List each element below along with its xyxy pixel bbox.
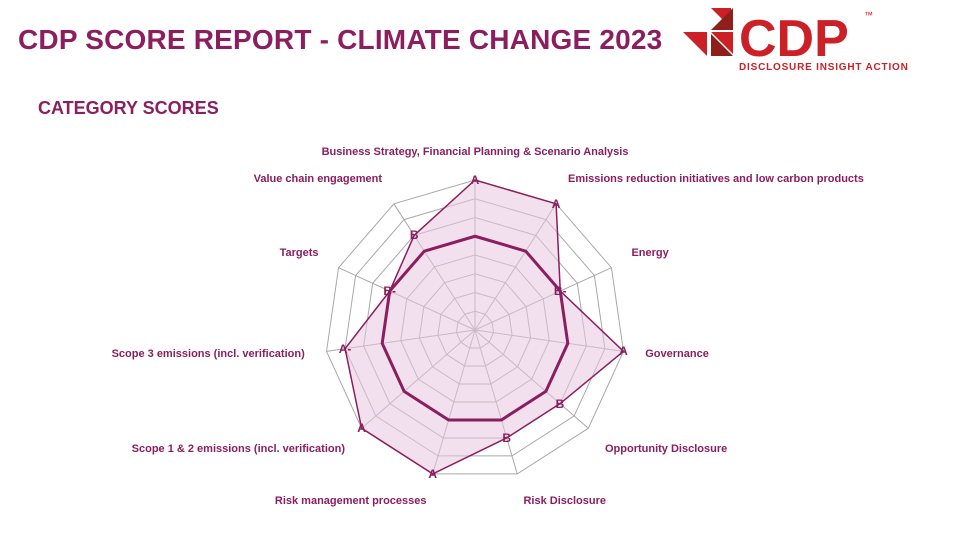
radar-axis-label: Opportunity Disclosure <box>605 443 727 455</box>
radar-score-label: B <box>556 397 565 411</box>
cdp-logo-text: CDP <box>739 10 849 68</box>
cdp-logo-tm: ™ <box>864 10 873 20</box>
radar-axis-label: Scope 3 emissions (incl. verification) <box>112 348 305 360</box>
radar-axis-label: Business Strategy, Financial Planning & … <box>322 146 629 158</box>
cdp-logo-tagline: DISCLOSURE INSIGHT ACTION <box>739 62 909 73</box>
radar-score-label: A <box>428 467 437 481</box>
radar-axis-label: Governance <box>645 348 709 360</box>
radar-axis-label: Risk Disclosure <box>523 495 606 507</box>
cdp-logo: CDP DISCLOSURE INSIGHT ACTION ™ <box>681 6 961 78</box>
radar-axis-label: Risk management processes <box>275 495 427 507</box>
radar-score-label: A- <box>339 342 352 356</box>
radar-data-polygon <box>345 180 623 474</box>
radar-score-label: B <box>502 431 511 445</box>
radar-axis-label: Targets <box>280 247 319 259</box>
section-subtitle: CATEGORY SCORES <box>38 98 219 119</box>
radar-chart: A A B- A B B A A A- B- B Business Strategy, Financi… <box>75 130 875 530</box>
radar-axis-label: Scope 1 & 2 emissions (incl. verificatio… <box>132 443 345 455</box>
cdp-logo-triangles <box>683 8 733 56</box>
radar-chart-svg <box>75 130 875 530</box>
page-title: CDP SCORE REPORT - CLIMATE CHANGE 2023 <box>18 24 662 56</box>
radar-score-label: A <box>619 344 628 358</box>
radar-score-label: A <box>357 421 366 435</box>
radar-score-label: B- <box>383 284 396 298</box>
radar-axis-label: Energy <box>631 247 668 259</box>
radar-score-label: B <box>410 228 419 242</box>
radar-axis-label: Emissions reduction initiatives and low … <box>568 173 864 185</box>
radar-score-label: A <box>471 173 480 187</box>
radar-score-label: A <box>552 197 561 211</box>
radar-score-label: B- <box>554 284 567 298</box>
radar-axis-label: Value chain engagement <box>254 173 382 185</box>
